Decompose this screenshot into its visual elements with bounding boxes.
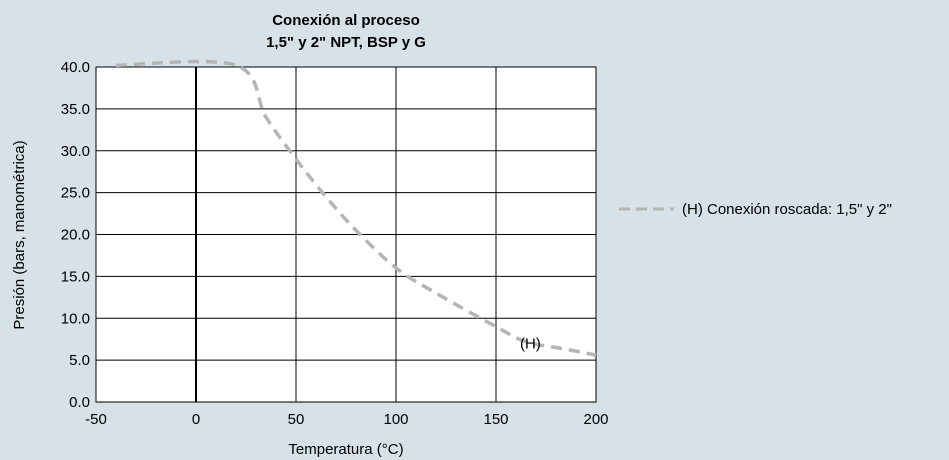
series-layer [115, 59, 597, 357]
y-tick-label: 5.0 [69, 352, 90, 369]
y-tick-labels: 0.0 5.0 10.0 15.0 20.0 25.0 30.0 35.0 40.0 [61, 59, 90, 411]
annotation-label: (H) [520, 335, 541, 352]
x-tick-label: 0 [192, 411, 200, 428]
x-tick-label: 50 [288, 411, 305, 428]
y-tick-label: 25.0 [61, 185, 90, 202]
chart-title: Conexión al proceso [272, 12, 420, 29]
y-tick-label: 30.0 [61, 143, 90, 160]
legend: (H) Conexión roscada: 1,5" y 2" [619, 201, 892, 218]
y-tick-label: 0.0 [69, 394, 90, 411]
chart-subtitle: 1,5" y 2" NPT, BSP y G [266, 34, 426, 51]
x-tick-label: 200 [583, 411, 608, 428]
y-tick-label: 40.0 [61, 59, 90, 76]
y-tick-label: 15.0 [61, 268, 90, 285]
x-tick-labels: -50 0 50 100 150 200 [85, 411, 608, 428]
y-tick-label: 10.0 [61, 310, 90, 327]
x-axis-label: Temperatura (°C) [288, 441, 403, 458]
x-tick-label: -50 [85, 411, 107, 428]
y-tick-label: 20.0 [61, 227, 90, 244]
x-tick-label: 100 [383, 411, 408, 428]
x-tick-label: 150 [483, 411, 508, 428]
annotations: (H) [520, 335, 541, 352]
grid-lines [95, 66, 597, 403]
series-line-h [115, 59, 597, 357]
legend-label: (H) Conexión roscada: 1,5" y 2" [682, 201, 892, 218]
y-tick-label: 35.0 [61, 101, 90, 118]
y-axis-label: Presión (bars, manométrica) [11, 140, 28, 329]
